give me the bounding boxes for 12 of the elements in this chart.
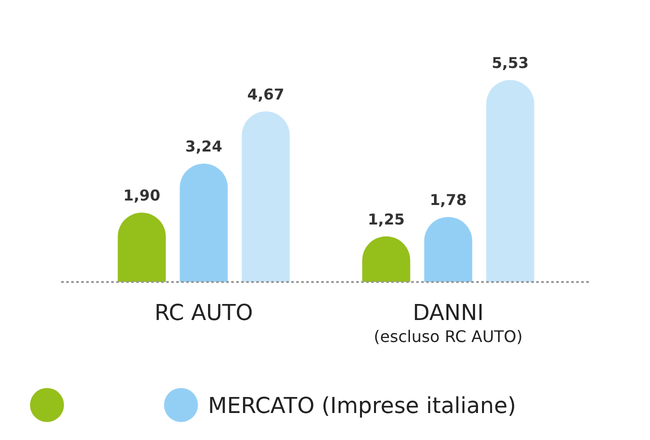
data-label: 1,25 [368, 210, 405, 228]
bar [180, 164, 228, 282]
data-label: 1,78 [430, 190, 467, 209]
data-label: 1,90 [123, 186, 160, 205]
data-label: 5,53 [492, 54, 529, 72]
bar [486, 80, 534, 282]
x-tick-label: DANNI (escluso RC AUTO) [374, 301, 523, 346]
data-label: 3,24 [185, 138, 222, 156]
data-label: 4,67 [247, 85, 284, 104]
x-tick-label: RC AUTO [154, 301, 254, 326]
legend-label: MERCATO (Imprese italiane) [208, 394, 516, 419]
bar [242, 111, 290, 282]
